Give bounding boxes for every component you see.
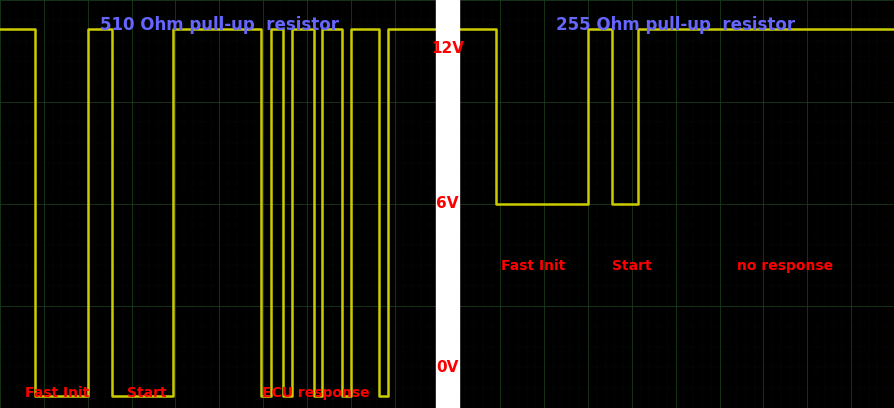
Text: Fast Init: Fast Init (501, 259, 565, 273)
Text: 0V: 0V (436, 360, 458, 375)
Text: Start: Start (611, 259, 651, 273)
Text: no response: no response (737, 259, 832, 273)
Text: Fast Init: Fast Init (25, 386, 89, 400)
Text: 6V: 6V (435, 197, 459, 211)
Text: Start: Start (127, 386, 166, 400)
Text: 255 Ohm pull-up  resistor: 255 Ohm pull-up resistor (555, 16, 795, 34)
Text: 510 Ohm pull-up  resistor: 510 Ohm pull-up resistor (99, 16, 339, 34)
Text: ECU response: ECU response (262, 386, 369, 400)
Text: 12V: 12V (431, 42, 463, 56)
